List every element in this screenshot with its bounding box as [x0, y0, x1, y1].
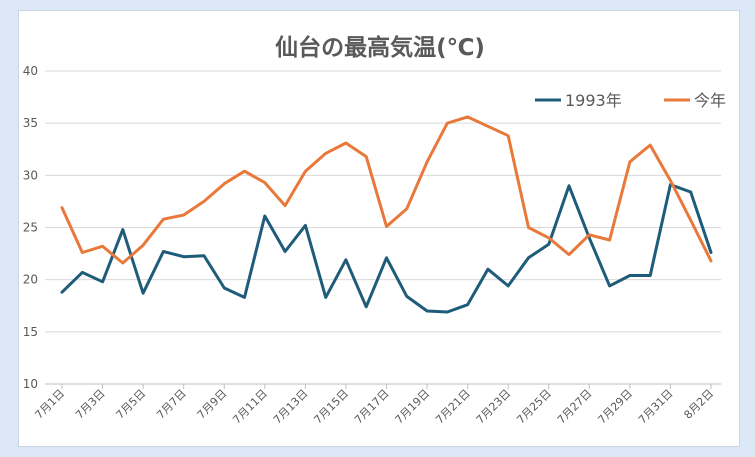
- x-tick-label: 8月2日: [681, 387, 716, 422]
- x-tick-label: 7月5日: [114, 387, 149, 422]
- legend-label: 1993年: [565, 91, 622, 110]
- x-tick-label: 7月3日: [73, 387, 108, 422]
- series-lines: [60, 115, 713, 314]
- x-tick-label: 7月17日: [352, 387, 392, 427]
- series-line-1: [60, 183, 713, 314]
- y-tick-label: 25: [23, 221, 38, 235]
- chart-panel: 仙台の最高気温(℃) 10 15 20 25 30 35 40 7月1日 7月3日 7月5日 7月7…: [18, 10, 740, 447]
- x-tick-label: 7月27日: [555, 387, 595, 427]
- x-tick-label: 7月11日: [230, 387, 270, 427]
- x-tick-label: 7月23日: [474, 387, 514, 427]
- x-tick-label: 7月25日: [514, 387, 554, 427]
- x-tick-label: 7月9日: [195, 387, 230, 422]
- x-tick-label: 7月29日: [595, 387, 635, 427]
- y-tick-label: 20: [23, 273, 38, 287]
- y-tick-label: 15: [23, 325, 38, 339]
- legend-label: 今年: [694, 91, 726, 110]
- chart-title: 仙台の最高気温(℃): [275, 34, 485, 61]
- y-tick-label: 30: [23, 168, 38, 182]
- x-tick-label: 7月1日: [32, 387, 67, 422]
- y-tick-label: 10: [23, 377, 38, 391]
- x-tick-label: 7月19日: [393, 387, 433, 427]
- x-tick-label: 7月21日: [433, 387, 473, 427]
- x-tick-label: 7月13日: [271, 387, 311, 427]
- legend: 1993年 今年: [535, 91, 726, 110]
- x-tick-label: 7月7日: [154, 387, 189, 422]
- x-tick-label: 7月31日: [636, 387, 676, 427]
- x-tick-label: 7月15日: [311, 387, 351, 427]
- y-tick-label: 35: [23, 116, 38, 130]
- series-line-2: [60, 115, 713, 265]
- line-chart: 仙台の最高気温(℃) 10 15 20 25 30 35 40 7月1日 7月3日 7月5日 7月7…: [23, 34, 726, 427]
- y-tick-label: 40: [23, 64, 38, 78]
